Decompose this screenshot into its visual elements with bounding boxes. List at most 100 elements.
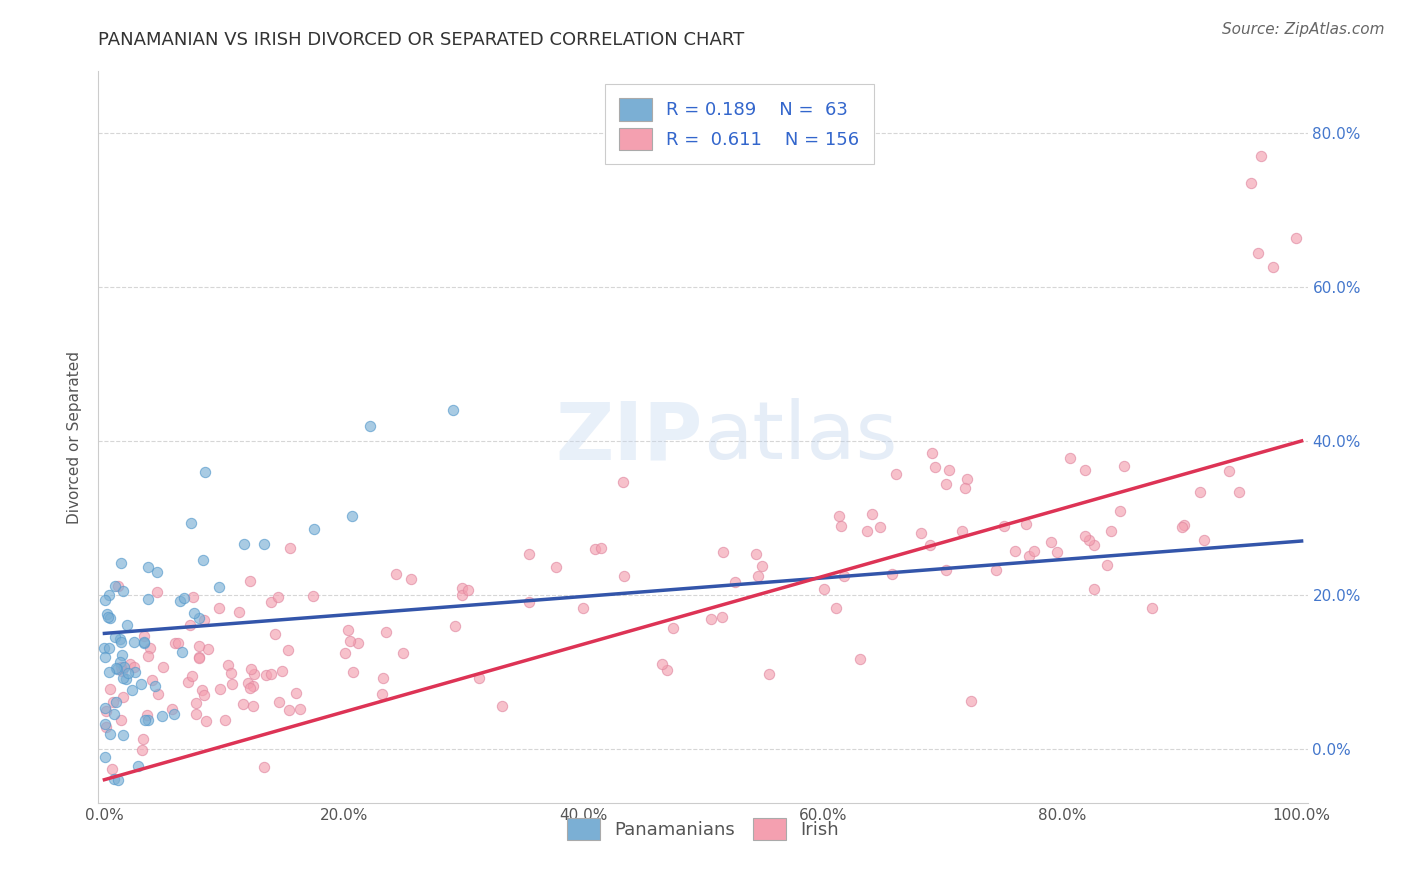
Point (339, 634, 361, 648)
Point (984, 563, 1007, 577)
Point (97, 609, 120, 624)
Point (101, 695, 124, 709)
Point (111, 648, 134, 662)
Point (170, 645, 193, 659)
Point (181, 669, 204, 683)
Point (242, 699, 264, 714)
Point (110, 556, 132, 570)
Point (104, 630, 127, 644)
Point (112, 660, 135, 674)
Point (832, 569, 855, 583)
Point (117, 665, 139, 680)
Point (583, 541, 606, 556)
Point (141, 673, 163, 687)
Point (950, 524, 973, 538)
Point (254, 668, 277, 682)
Point (571, 601, 593, 615)
Point (110, 635, 132, 649)
Point (110, 660, 132, 674)
Point (219, 665, 242, 680)
Point (1189, 484, 1212, 499)
Point (232, 537, 254, 551)
Point (160, 702, 183, 716)
Point (745, 547, 768, 561)
Point (651, 657, 673, 672)
Point (110, 713, 132, 727)
Point (105, 662, 128, 676)
Point (105, 695, 128, 709)
Point (340, 509, 363, 524)
Point (193, 613, 215, 627)
Point (267, 590, 290, 604)
Point (613, 569, 636, 583)
Point (98, 588, 121, 602)
Point (124, 660, 146, 674)
Point (97, 640, 120, 655)
Point (180, 516, 202, 530)
Point (391, 646, 413, 660)
Point (347, 636, 370, 650)
Point (302, 522, 325, 536)
Point (288, 702, 311, 716)
Point (197, 642, 219, 657)
Point (1285, 231, 1308, 245)
Point (112, 728, 135, 742)
Point (242, 679, 264, 693)
Point (239, 662, 262, 676)
Point (94, 704, 117, 718)
Point (134, 713, 156, 727)
Point (190, 682, 212, 697)
Point (214, 713, 236, 727)
Point (1171, 519, 1194, 533)
Point (1192, 533, 1215, 547)
Point (371, 687, 394, 701)
Point (1018, 549, 1040, 563)
Point (1250, 149, 1272, 163)
Point (1078, 533, 1101, 548)
Point (221, 676, 243, 690)
Point (278, 541, 301, 555)
Point (120, 657, 142, 671)
Point (1227, 485, 1250, 500)
Point (238, 681, 260, 695)
Point (145, 565, 167, 579)
Point (136, 559, 159, 574)
Point (98, 727, 121, 741)
Point (491, 698, 513, 713)
Point (1240, 176, 1263, 190)
Point (191, 552, 214, 566)
Point (884, 467, 907, 481)
Point (94, 717, 117, 731)
Point (186, 696, 208, 710)
Point (94, 701, 117, 715)
Point (94, 720, 117, 734)
Point (177, 675, 200, 690)
Point (181, 590, 204, 604)
Point (98, 611, 121, 625)
Point (121, 683, 143, 698)
Point (855, 524, 877, 538)
Point (711, 610, 734, 624)
Point (938, 463, 960, 477)
Point (162, 707, 184, 722)
Point (143, 679, 166, 693)
Point (612, 475, 634, 490)
Point (173, 591, 195, 605)
Point (94, 592, 117, 607)
Point (467, 671, 489, 685)
Point (956, 472, 979, 486)
Point (451, 581, 474, 595)
Point (517, 547, 540, 561)
Point (747, 569, 769, 583)
Point (253, 537, 276, 551)
Point (751, 559, 773, 574)
Point (179, 617, 201, 632)
Point (243, 667, 266, 681)
Text: Source: ZipAtlas.com: Source: ZipAtlas.com (1222, 22, 1385, 37)
Point (359, 418, 381, 433)
Point (1083, 538, 1105, 552)
Point (187, 640, 209, 654)
Y-axis label: Divorced or Separated: Divorced or Separated (67, 351, 83, 524)
Point (167, 635, 190, 649)
Point (122, 635, 145, 649)
